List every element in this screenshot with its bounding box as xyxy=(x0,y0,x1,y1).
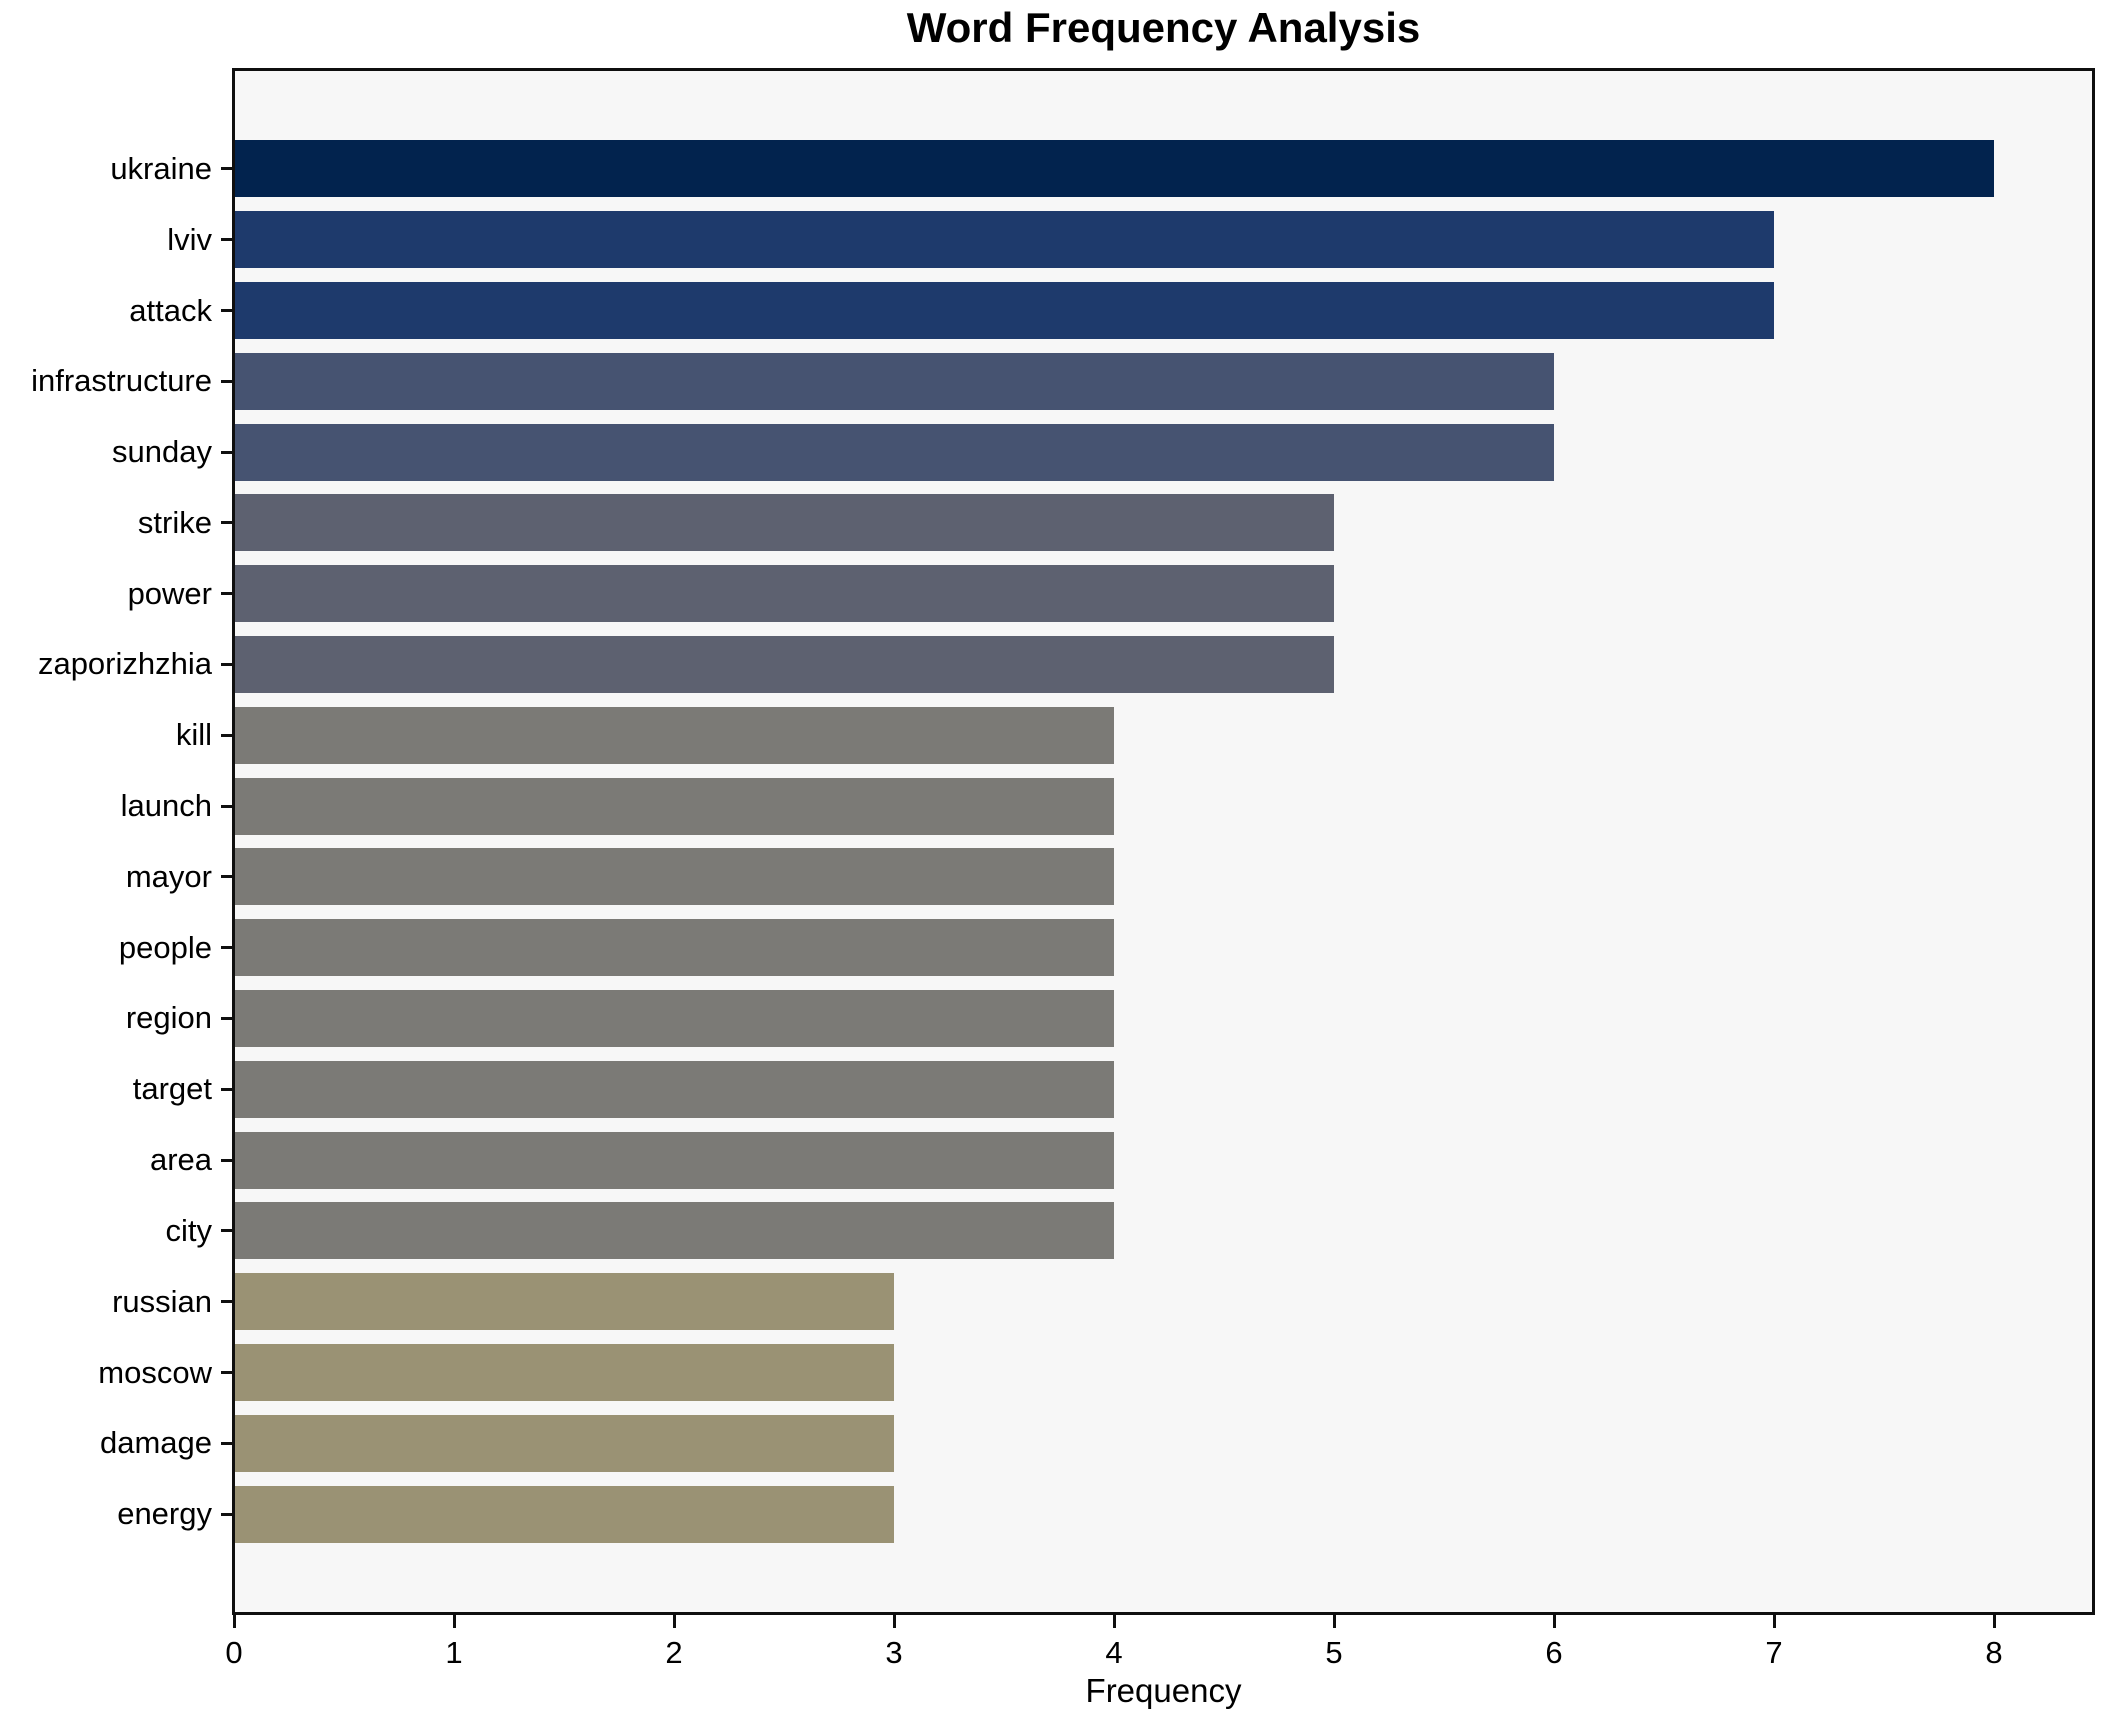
x-tick-label: 2 xyxy=(665,1635,683,1670)
y-tick-mark xyxy=(221,451,234,454)
x-tick-mark xyxy=(1993,1615,1996,1628)
bar xyxy=(234,919,1114,976)
y-tick-label: launch xyxy=(120,788,212,823)
y-tick-label: infrastructure xyxy=(31,363,212,398)
y-tick-mark xyxy=(221,167,234,170)
y-tick-mark xyxy=(221,521,234,524)
y-tick-mark xyxy=(221,1159,234,1162)
y-tick-label: strike xyxy=(137,505,212,540)
y-tick-mark xyxy=(221,238,234,241)
x-tick-label: 1 xyxy=(445,1635,463,1670)
y-tick-mark xyxy=(221,663,234,666)
y-tick-mark xyxy=(221,309,234,312)
x-tick-label: 8 xyxy=(1985,1635,2003,1670)
bar xyxy=(234,636,1334,693)
x-tick-mark xyxy=(673,1615,676,1628)
bar xyxy=(234,140,1994,197)
y-tick-label: lviv xyxy=(167,222,212,257)
y-tick-mark xyxy=(221,380,234,383)
bar xyxy=(234,1132,1114,1189)
bar xyxy=(234,1486,894,1543)
axis-spine-top xyxy=(232,68,2095,71)
y-tick-label: moscow xyxy=(98,1355,212,1390)
plot-area xyxy=(234,70,2093,1613)
axis-spine-bottom xyxy=(232,1612,2095,1615)
bar xyxy=(234,848,1114,905)
y-tick-label: damage xyxy=(99,1425,212,1460)
y-tick-mark xyxy=(221,1088,234,1091)
bar xyxy=(234,1061,1114,1118)
y-tick-mark xyxy=(221,1513,234,1516)
x-tick-label: 3 xyxy=(885,1635,903,1670)
y-tick-label: attack xyxy=(129,293,212,328)
bar xyxy=(234,424,1554,481)
bar xyxy=(234,211,1774,268)
bar xyxy=(234,1273,894,1330)
y-tick-mark xyxy=(221,805,234,808)
y-tick-label: region xyxy=(125,1000,212,1035)
x-tick-mark xyxy=(453,1615,456,1628)
x-tick-label: 6 xyxy=(1545,1635,1563,1670)
x-tick-label: 4 xyxy=(1105,1635,1123,1670)
bar xyxy=(234,1344,894,1401)
bar xyxy=(234,778,1114,835)
axis-spine-right xyxy=(2092,68,2095,1615)
y-tick-mark xyxy=(221,1371,234,1374)
y-tick-label: kill xyxy=(175,717,212,752)
bar xyxy=(234,707,1114,764)
x-tick-mark xyxy=(893,1615,896,1628)
x-tick-mark xyxy=(1773,1615,1776,1628)
y-tick-label: target xyxy=(132,1071,212,1106)
y-tick-mark xyxy=(221,734,234,737)
y-tick-label: people xyxy=(118,930,212,965)
chart-title: Word Frequency Analysis xyxy=(906,4,1421,51)
bar xyxy=(234,565,1334,622)
x-tick-label: 5 xyxy=(1325,1635,1343,1670)
y-tick-mark xyxy=(221,1017,234,1020)
axis-spine-left xyxy=(232,68,235,1615)
bar xyxy=(234,353,1554,410)
x-tick-label: 7 xyxy=(1765,1635,1783,1670)
y-tick-label: zaporizhzhia xyxy=(37,646,212,681)
bar xyxy=(234,494,1334,551)
y-tick-mark xyxy=(221,875,234,878)
y-tick-mark xyxy=(221,1229,234,1232)
y-tick-mark xyxy=(221,592,234,595)
y-tick-label: sunday xyxy=(112,434,212,469)
bar xyxy=(234,990,1114,1047)
y-tick-label: mayor xyxy=(125,859,212,894)
x-tick-label: 0 xyxy=(225,1635,243,1670)
bar xyxy=(234,282,1774,339)
x-tick-mark xyxy=(1113,1615,1116,1628)
y-tick-label: ukraine xyxy=(110,151,212,186)
y-tick-mark xyxy=(221,1300,234,1303)
x-tick-mark xyxy=(1553,1615,1556,1628)
y-tick-mark xyxy=(221,946,234,949)
x-axis-label: Frequency xyxy=(1085,1672,1242,1709)
y-tick-label: city xyxy=(165,1213,213,1248)
bar xyxy=(234,1202,1114,1259)
x-tick-mark xyxy=(1333,1615,1336,1628)
y-tick-label: russian xyxy=(112,1284,212,1319)
y-tick-mark xyxy=(221,1442,234,1445)
x-tick-mark xyxy=(233,1615,236,1628)
y-tick-label: energy xyxy=(117,1496,212,1531)
y-tick-label: power xyxy=(127,576,212,611)
bar xyxy=(234,1415,894,1472)
y-tick-label: area xyxy=(149,1142,212,1177)
